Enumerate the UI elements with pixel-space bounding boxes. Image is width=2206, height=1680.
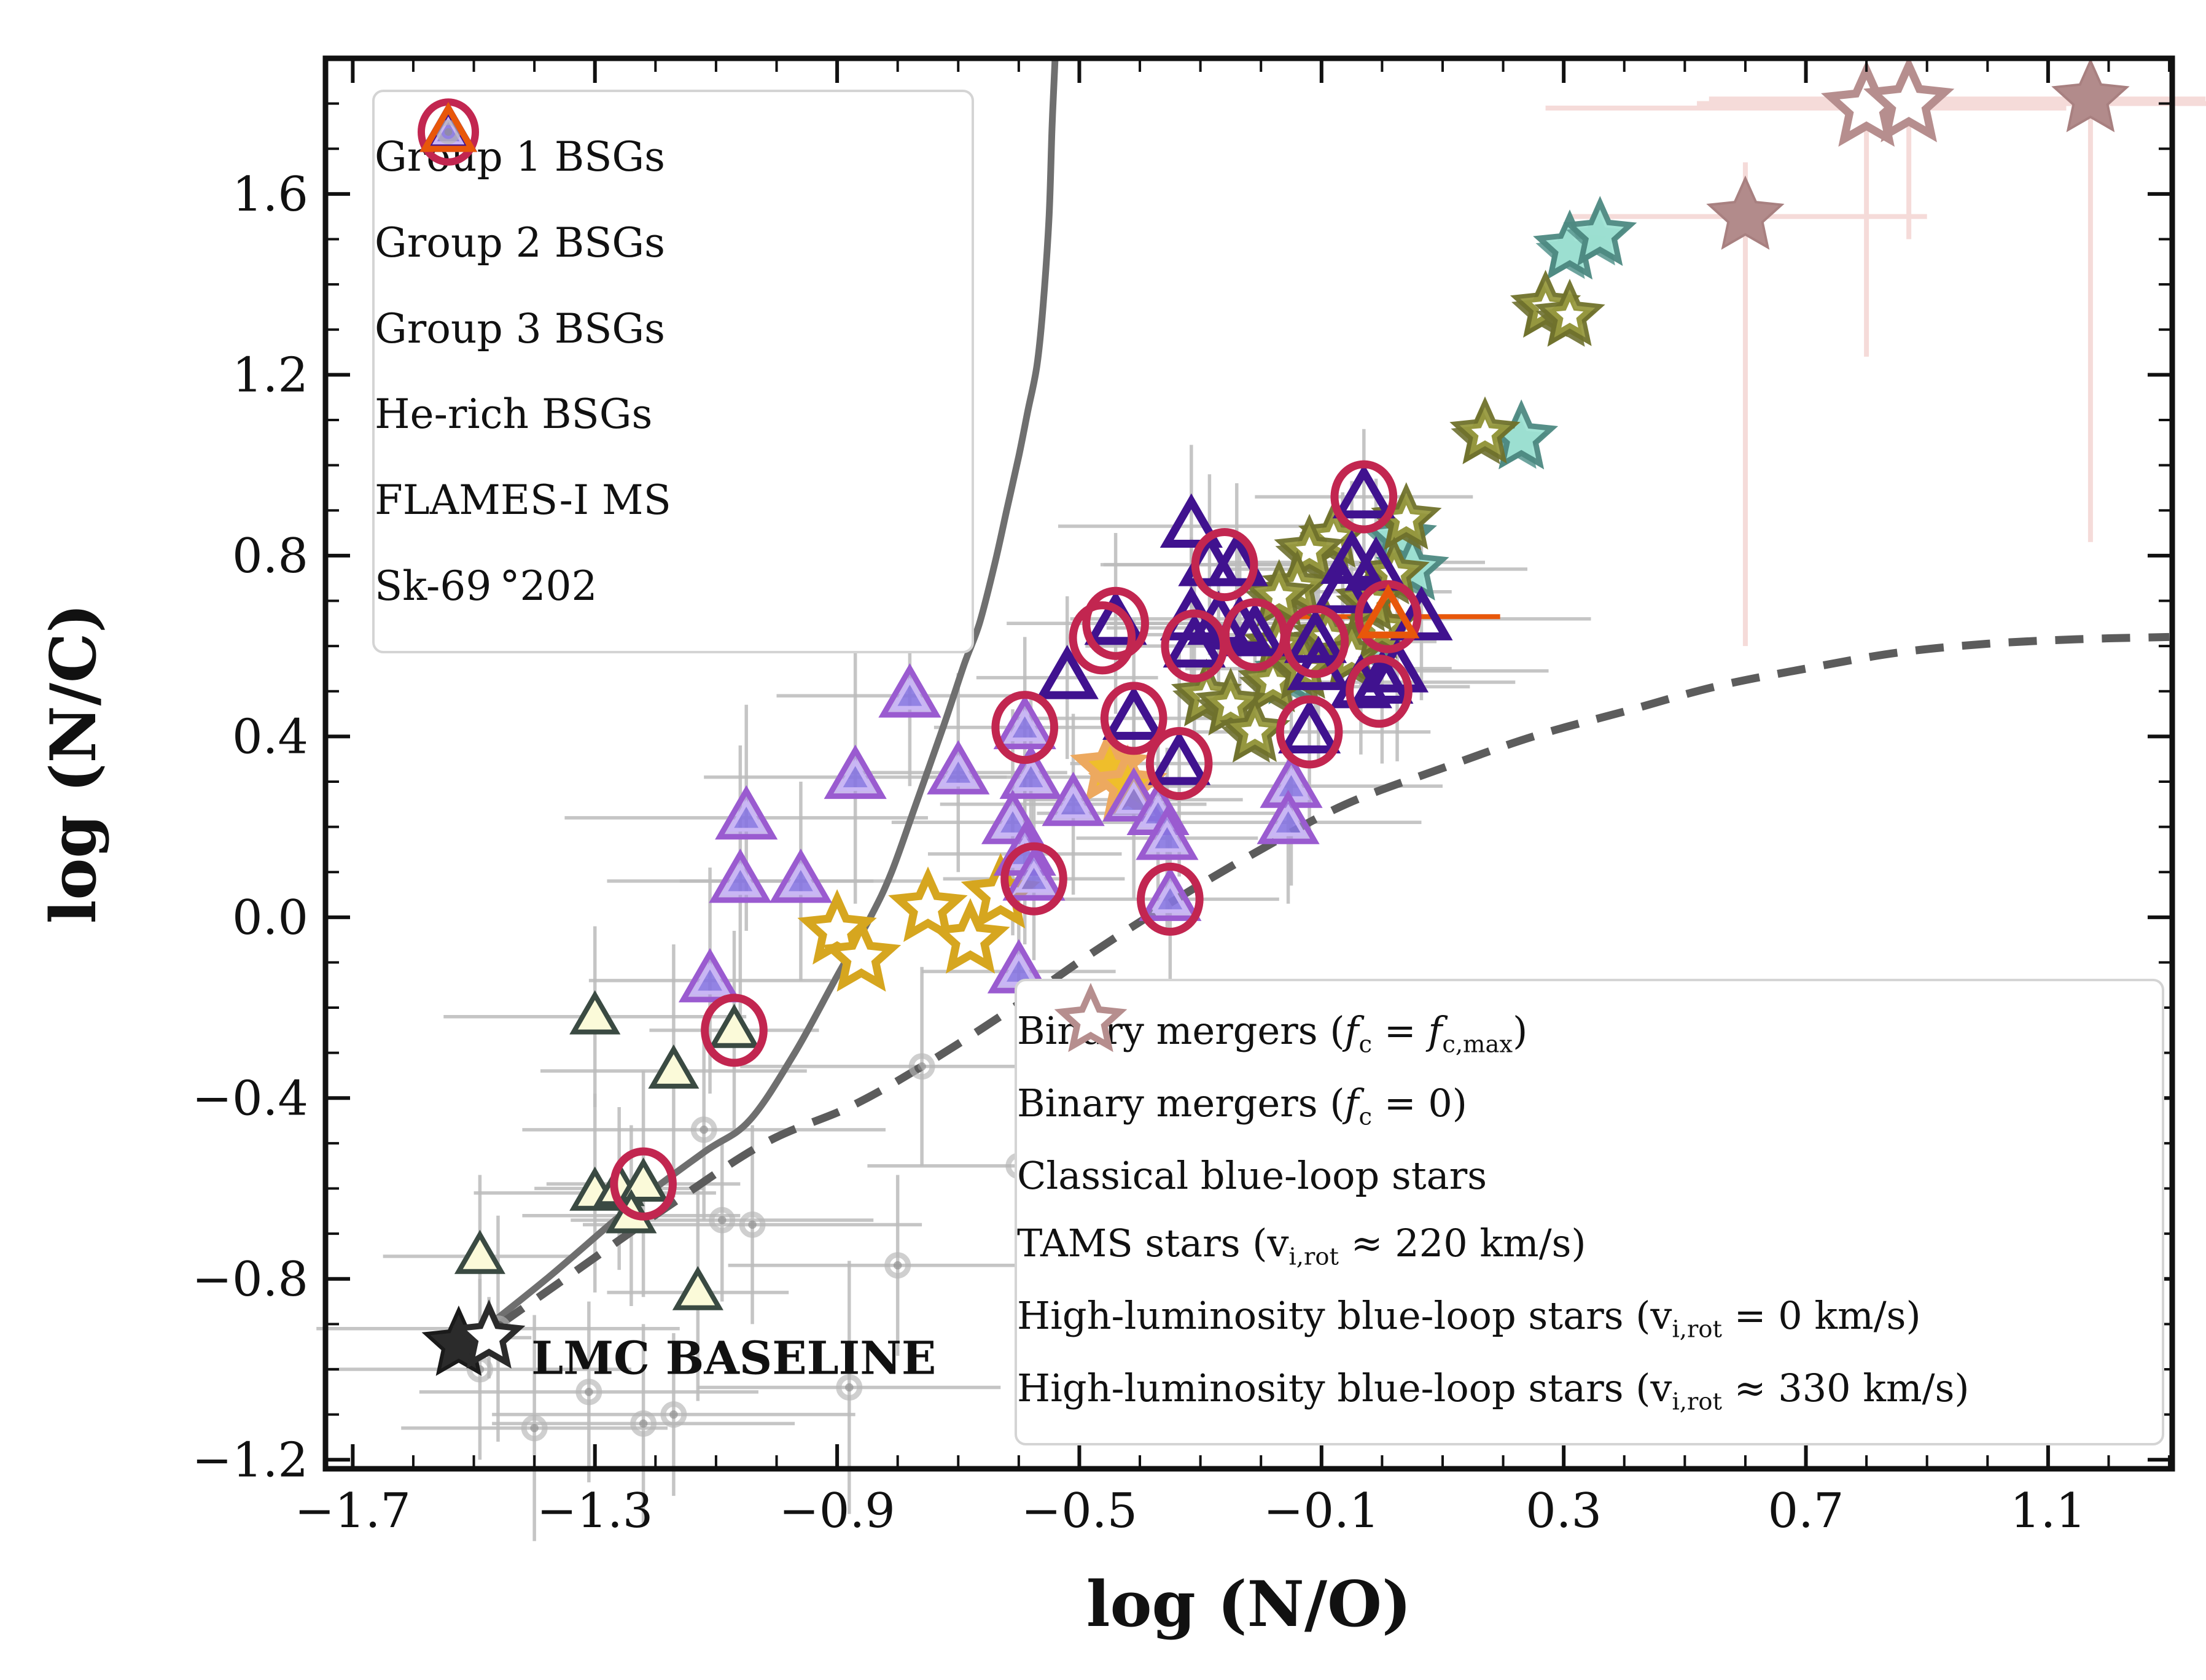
legend-item-sk69: Sk-69 °202 bbox=[375, 101, 972, 610]
plot-frame bbox=[322, 55, 2175, 1472]
x-tick-label: −1.3 bbox=[537, 1484, 653, 1539]
legend-item-label: Classical blue-loop stars bbox=[1017, 1153, 1487, 1199]
flames-marker-icon bbox=[436, 120, 461, 144]
series-group1 bbox=[454, 990, 760, 1310]
axes-layer: −1.7 −1.3 −0.9 −0.5 −0.1 0.3 0.7 1.1 −1.2 −0.8 −0.… bbox=[192, 55, 2175, 1539]
x-tick-label: 1.1 bbox=[2010, 1484, 2086, 1539]
curve-cno_equilibrium_dashed bbox=[459, 632, 2170, 1355]
legend-item-label: High-luminosity blue-loop stars (vi,rot … bbox=[1017, 1293, 1921, 1344]
x-tick-label: −0.5 bbox=[1021, 1484, 1137, 1539]
y-tick-label: −0.8 bbox=[192, 1252, 308, 1307]
legend-item-hl_filled: High-luminosity blue-loop stars (vi,rot … bbox=[1017, 988, 2162, 1344]
legend-item-label: He-rich BSGs bbox=[375, 391, 653, 438]
legend-item-label: TAMS stars (vi,rot ≈ 220 km/s) bbox=[1017, 1221, 1586, 1271]
series-sk69 bbox=[1357, 583, 1420, 639]
legend-bsg-groups: Group 1 BSGs Group 2 BSGs Group 3 BSGs He-r… bbox=[372, 90, 974, 653]
series-hl_open bbox=[1821, 55, 1955, 147]
y-tick-label: −0.4 bbox=[192, 1071, 308, 1126]
model-tracks-layer bbox=[459, 58, 2170, 1355]
y-tick-label: 1.6 bbox=[232, 167, 308, 222]
legend-model-stars: Binary mergers (fc = fc,max) Binary merge… bbox=[1015, 979, 2164, 1445]
legend-item-label: Binary mergers (fc = 0) bbox=[1017, 1081, 1467, 1131]
sk69-marker-icon bbox=[419, 101, 477, 152]
x-tick-label: −1.7 bbox=[295, 1484, 411, 1539]
annotation-lmc-baseline: LMC BASELINE bbox=[531, 1332, 936, 1385]
legend-item-label: High-luminosity blue-loop stars (vi,rot … bbox=[1017, 1366, 1970, 1416]
legend-item-hl_open: High-luminosity blue-loop stars (vi,rot … bbox=[1017, 982, 2162, 1416]
x-tick-label: 0.7 bbox=[1768, 1484, 1844, 1539]
legend-item-herich: He-rich BSGs bbox=[375, 98, 972, 438]
legend-item-label: Sk-69 °202 bbox=[375, 562, 598, 610]
y-tick-label: 0.8 bbox=[232, 529, 308, 584]
curve-single_star_track bbox=[459, 58, 1059, 1350]
series-herich bbox=[610, 460, 1422, 1221]
y-tick-label: −1.2 bbox=[192, 1433, 308, 1488]
x-axis-label: log (N/O) bbox=[1086, 1568, 1411, 1641]
series-lmc_open bbox=[452, 1299, 526, 1369]
series-hl_filled bbox=[1706, 58, 2130, 250]
legend-item-flames: FLAMES-I MS bbox=[375, 120, 972, 524]
y-tick-label: 1.2 bbox=[232, 348, 308, 403]
legend-item-classical: Classical blue-loop stars bbox=[1017, 987, 2162, 1199]
legend-item-tams: TAMS stars (vi,rot ≈ 220 km/s) bbox=[1017, 987, 2162, 1271]
legend-item-group3: Group 3 BSGs bbox=[375, 101, 972, 352]
legend-item-label: Group 2 BSGs bbox=[375, 219, 666, 266]
x-tick-label: −0.9 bbox=[779, 1484, 895, 1539]
legend-item-bm_max: Binary mergers (fc = fc,max) bbox=[1017, 990, 2162, 1059]
y-tick-label: 0.4 bbox=[232, 709, 308, 764]
legend-item-bm_0: Binary mergers (fc = 0) bbox=[1017, 991, 2162, 1131]
legend-item-group2: Group 2 BSGs bbox=[375, 102, 972, 266]
hl_open-marker-icon bbox=[1054, 982, 1128, 1052]
x-tick-label: 0.3 bbox=[1526, 1484, 1602, 1539]
y-tick-label: 0.0 bbox=[232, 890, 308, 946]
legend-item-label: FLAMES-I MS bbox=[375, 476, 671, 524]
y-axis-label: log (N/C) bbox=[37, 604, 111, 924]
x-tick-label: −0.1 bbox=[1263, 1484, 1379, 1539]
legend-item-label: Group 3 BSGs bbox=[375, 305, 666, 352]
